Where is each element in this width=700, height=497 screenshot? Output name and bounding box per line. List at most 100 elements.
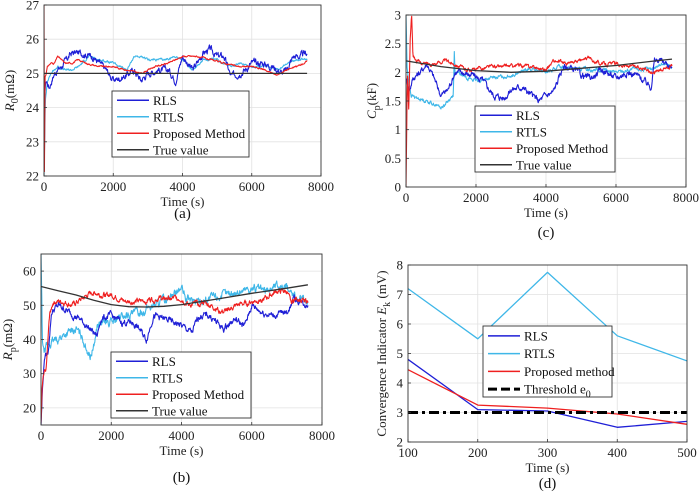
series-line-rls (406, 57, 673, 104)
series-group (44, 5, 308, 176)
legend-label: True value (153, 142, 209, 157)
panel-caption: (a) (174, 206, 191, 222)
x-axis-label: Time (s) (161, 194, 205, 209)
y-tick-label: 22 (26, 169, 39, 184)
series-line-proposed-method (44, 5, 308, 173)
x-tick-label: 200 (468, 445, 488, 460)
y-tick-label: 50 (23, 298, 36, 313)
y-tick-label: 3 (395, 8, 402, 23)
y-tick-label: 26 (26, 32, 40, 47)
y-axis-label: Cp(kF) (364, 83, 383, 119)
legend-label: RLS (152, 354, 176, 369)
legend-label: True value (516, 157, 572, 172)
legend-label: RTLS (153, 109, 184, 124)
legend-label: Proposed method (524, 364, 615, 379)
y-tick-label: 8 (397, 258, 404, 273)
series-line-rtls (41, 254, 309, 361)
legend: RLS RTLS Proposed method Threshold e0 (482, 325, 615, 401)
panel-caption: (b) (173, 470, 191, 486)
x-tick-label: 100 (398, 445, 418, 460)
legend-box (110, 351, 252, 419)
chart-panel-d: 100 200 300 400 500 2 3 4 5 6 7 8 Time (s) Convergenc… (374, 258, 697, 493)
legend-label: RLS (153, 93, 177, 108)
legend-box (482, 325, 613, 398)
y-tick-label: 7 (397, 287, 404, 302)
y-tick-label: 30 (23, 366, 36, 381)
x-tick-label: 0 (41, 179, 48, 194)
series-line-rls (44, 44, 308, 99)
series-line-proposed-method (406, 15, 673, 187)
y-tick-label: 1.5 (385, 94, 401, 109)
legend-box (474, 105, 616, 173)
x-tick-label: 6000 (239, 179, 265, 194)
x-tick-label: 0 (403, 190, 410, 205)
x-tick-label: 2000 (98, 428, 124, 443)
legend-box (111, 90, 250, 158)
y-tick-label: 40 (23, 332, 36, 347)
legend-label: Proposed Method (516, 141, 609, 156)
x-tick-label: 4000 (169, 428, 195, 443)
series-line-rtls (408, 271, 687, 362)
series-line-rls (41, 294, 309, 425)
series-line-true-value (406, 58, 673, 73)
legend-label: RLS (524, 328, 548, 343)
y-tick-label: 60 (23, 264, 36, 279)
series-line-true-value (41, 284, 309, 308)
chart-panel-c: 0 2000 4000 6000 8000 0 0.5 1 1.5 2 2.5 3 Time (s) Cp… (364, 8, 699, 242)
y-tick-label: 3 (397, 405, 404, 420)
y-tick-label: 2 (397, 435, 404, 450)
series-group (406, 15, 673, 187)
series-line-proposed-method (408, 369, 687, 425)
y-tick-label: 20 (23, 400, 36, 415)
legend-label: Proposed Method (152, 387, 245, 402)
x-tick-label: 8000 (309, 428, 335, 443)
legend-label: RTLS (516, 124, 547, 139)
chart-panel-a: 0 2000 4000 6000 8000 22 23 24 25 26 27 Time (s) R0(… (2, 0, 334, 222)
chart-panel-b: 0 2000 4000 6000 8000 20 30 40 50 60 Time (s) Rp(mΩ… (0, 253, 335, 486)
x-tick-label: 8000 (308, 179, 334, 194)
y-tick-label: 23 (26, 134, 39, 149)
legend-label: RTLS (524, 346, 555, 361)
x-tick-label: 8000 (673, 190, 699, 205)
panel-caption: (c) (538, 225, 555, 241)
y-tick-label: 5 (397, 346, 404, 361)
y-tick-label: 25 (26, 66, 39, 81)
x-tick-label: 2000 (463, 190, 489, 205)
x-tick-label: 500 (677, 445, 697, 460)
x-tick-label: 6000 (603, 190, 629, 205)
y-tick-label: 27 (26, 0, 40, 13)
x-tick-label: 4000 (170, 179, 196, 194)
y-tick-label: 1 (395, 122, 402, 137)
legend-label: Threshold e0 (524, 382, 591, 401)
legend-label: Proposed Method (153, 126, 246, 141)
y-axis-label: R0(mΩ) (2, 70, 21, 112)
x-tick-label: 4000 (533, 190, 559, 205)
series-line-proposed-method (41, 287, 309, 424)
y-tick-label: 2 (395, 65, 402, 80)
y-axis-label: Rp(mΩ) (0, 319, 19, 361)
x-axis-label: Time (s) (524, 205, 568, 220)
y-tick-label: 0.5 (385, 151, 401, 166)
series-group (408, 271, 687, 428)
y-tick-label: 2.5 (385, 36, 401, 51)
y-tick-label: 24 (26, 100, 40, 115)
x-tick-label: 300 (538, 445, 558, 460)
y-axis-label: Convergence Indicator Ek (mV) (374, 270, 393, 436)
y-tick-label: 4 (397, 376, 404, 391)
x-tick-label: 6000 (239, 428, 265, 443)
panel-caption: (d) (539, 476, 557, 492)
x-tick-label: 400 (608, 445, 628, 460)
x-tick-label: 0 (38, 428, 45, 443)
x-axis-label: Time (s) (526, 460, 570, 475)
legend-label: RLS (516, 108, 540, 123)
x-axis-label: Time (s) (160, 443, 204, 458)
series-group (41, 254, 309, 425)
x-tick-label: 2000 (100, 179, 126, 194)
y-tick-label: 0 (395, 180, 402, 195)
y-tick-label: 6 (397, 317, 404, 332)
legend-label: RTLS (152, 370, 183, 385)
